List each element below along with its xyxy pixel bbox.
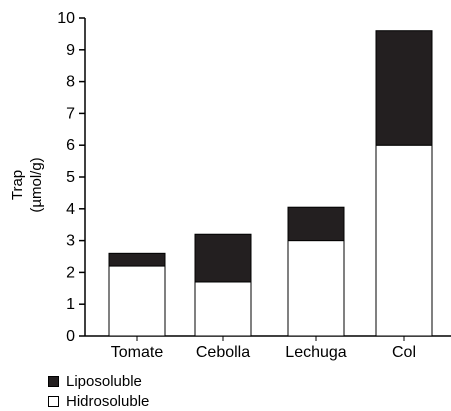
legend-item-liposoluble: Liposoluble — [48, 373, 142, 390]
legend-label-hidrosoluble: Hidrosoluble — [66, 393, 150, 410]
y-tick-label: 4 — [66, 201, 75, 218]
bar-hidrosoluble-lechuga — [287, 240, 345, 337]
bar-hidrosoluble-tomate — [108, 265, 166, 337]
y-tick-label: 9 — [66, 42, 75, 59]
y-axis-title-line2: (µmol/g) — [28, 157, 45, 212]
chart-bars — [108, 30, 433, 337]
legend-item-hidrosoluble: Hidrosoluble — [48, 393, 149, 410]
y-tick-label: 3 — [66, 233, 75, 250]
bar-hidrosoluble-col — [375, 144, 433, 337]
x-tick-label-lechuga: Lechuga — [285, 344, 346, 361]
bar-liposoluble-col — [375, 30, 433, 146]
stacked-bar-chart: 0 1 2 3 4 5 6 7 8 9 10 Tomate Cebolla Lechuga Col Tra… — [9, 10, 451, 361]
y-axis-title-line1: Trap — [9, 170, 26, 200]
y-tick-label: 6 — [66, 137, 75, 154]
y-tick-label: 0 — [66, 328, 75, 345]
y-tick-label: 1 — [66, 296, 75, 313]
legend-label-liposoluble: Liposoluble — [66, 373, 142, 390]
y-tick-label: 5 — [66, 169, 75, 186]
legend-swatch-liposoluble — [48, 376, 59, 387]
y-tick-label: 2 — [66, 264, 75, 281]
y-tick-label: 8 — [66, 74, 75, 91]
bar-liposoluble-lechuga — [287, 206, 345, 242]
legend-swatch-hidrosoluble — [48, 396, 59, 407]
y-axis-ticks: 0 1 2 3 4 5 6 7 8 9 10 — [57, 10, 85, 345]
x-tick-label-col: Col — [392, 344, 416, 361]
y-axis-title: Trap (µmol/g) — [9, 157, 45, 212]
bar-liposoluble-tomate — [108, 252, 166, 267]
x-tick-label-tomate: Tomate — [111, 344, 164, 361]
bar-liposoluble-cebolla — [194, 233, 252, 283]
y-tick-label: 10 — [57, 10, 75, 27]
x-tick-label-cebolla: Cebolla — [196, 344, 250, 361]
bar-hidrosoluble-cebolla — [194, 281, 252, 337]
y-tick-label: 7 — [66, 105, 75, 122]
x-axis-category-labels: Tomate Cebolla Lechuga Col — [111, 336, 416, 361]
